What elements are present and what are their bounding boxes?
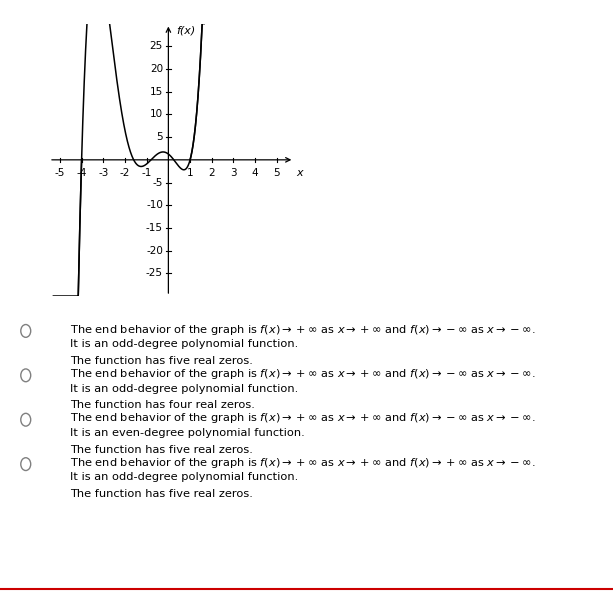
Text: 4: 4 (252, 168, 259, 178)
Text: -3: -3 (98, 168, 109, 178)
Text: 5: 5 (156, 132, 163, 142)
Text: It is an odd-degree polynomial function.: It is an odd-degree polynomial function. (70, 384, 299, 394)
Text: 15: 15 (150, 87, 163, 96)
Text: -1: -1 (142, 168, 152, 178)
Text: 10: 10 (150, 110, 163, 120)
Text: -15: -15 (146, 223, 163, 233)
Text: 3: 3 (230, 168, 237, 178)
Text: -5: -5 (153, 178, 163, 188)
Text: The end behavior of the graph is $\mathit{f}(x) \rightarrow +\infty$ as $x \righ: The end behavior of the graph is $\mathi… (70, 323, 536, 337)
Text: f(x): f(x) (176, 26, 195, 36)
Text: The end behavior of the graph is $\mathit{f}(x) \rightarrow +\infty$ as $x \righ: The end behavior of the graph is $\mathi… (70, 411, 536, 426)
Text: -10: -10 (146, 200, 163, 210)
Text: -5: -5 (55, 168, 65, 178)
Text: -20: -20 (146, 246, 163, 256)
Text: It is an odd-degree polynomial function.: It is an odd-degree polynomial function. (70, 339, 299, 349)
Text: -2: -2 (120, 168, 130, 178)
Text: The function has four real zeros.: The function has four real zeros. (70, 400, 256, 410)
Text: The end behavior of the graph is $\mathit{f}(x) \rightarrow +\infty$ as $x \righ: The end behavior of the graph is $\mathi… (70, 367, 536, 381)
Text: The end behavior of the graph is $\mathit{f}(x) \rightarrow +\infty$ as $x \righ: The end behavior of the graph is $\mathi… (70, 456, 536, 470)
Text: -25: -25 (146, 268, 163, 278)
Text: The function has five real zeros.: The function has five real zeros. (70, 356, 253, 366)
Text: It is an odd-degree polynomial function.: It is an odd-degree polynomial function. (70, 472, 299, 482)
Text: -4: -4 (77, 168, 87, 178)
Text: The function has five real zeros.: The function has five real zeros. (70, 489, 253, 499)
Text: The function has five real zeros.: The function has five real zeros. (70, 445, 253, 455)
Text: 2: 2 (208, 168, 215, 178)
Text: 25: 25 (150, 41, 163, 52)
Text: 5: 5 (273, 168, 280, 178)
Text: It is an even-degree polynomial function.: It is an even-degree polynomial function… (70, 428, 305, 438)
Text: x: x (297, 168, 303, 178)
Text: 1: 1 (187, 168, 193, 178)
Text: 20: 20 (150, 64, 163, 74)
